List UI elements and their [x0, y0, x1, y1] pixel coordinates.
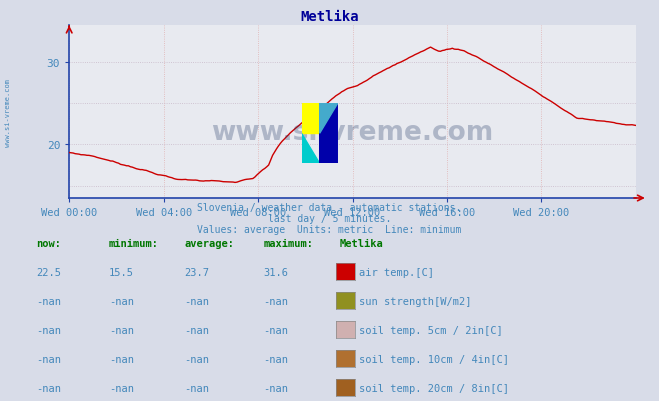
Text: Values: average  Units: metric  Line: minimum: Values: average Units: metric Line: mini… — [197, 224, 462, 234]
Polygon shape — [320, 104, 338, 134]
Text: now:: now: — [36, 239, 61, 249]
Text: -nan: -nan — [185, 354, 210, 364]
Text: last day / 5 minutes.: last day / 5 minutes. — [268, 213, 391, 223]
Text: www.si-vreme.com: www.si-vreme.com — [5, 78, 11, 146]
Text: -nan: -nan — [36, 383, 61, 393]
Text: average:: average: — [185, 239, 235, 249]
Text: Metlika: Metlika — [301, 10, 358, 24]
Text: Slovenia / weather data - automatic stations.: Slovenia / weather data - automatic stat… — [197, 203, 462, 213]
Text: -nan: -nan — [264, 296, 289, 306]
Text: maximum:: maximum: — [264, 239, 314, 249]
Text: minimum:: minimum: — [109, 239, 159, 249]
Text: soil temp. 20cm / 8in[C]: soil temp. 20cm / 8in[C] — [359, 383, 509, 393]
Text: 31.6: 31.6 — [264, 267, 289, 277]
Bar — [302, 104, 320, 134]
Text: -nan: -nan — [36, 354, 61, 364]
Text: sun strength[W/m2]: sun strength[W/m2] — [359, 296, 472, 306]
Text: 23.7: 23.7 — [185, 267, 210, 277]
Text: -nan: -nan — [36, 296, 61, 306]
Text: -nan: -nan — [264, 383, 289, 393]
Text: soil temp. 10cm / 4in[C]: soil temp. 10cm / 4in[C] — [359, 354, 509, 364]
Text: Metlika: Metlika — [339, 239, 383, 249]
Text: air temp.[C]: air temp.[C] — [359, 267, 434, 277]
Text: -nan: -nan — [109, 354, 134, 364]
Text: -nan: -nan — [185, 383, 210, 393]
Text: 22.5: 22.5 — [36, 267, 61, 277]
Text: -nan: -nan — [264, 354, 289, 364]
Polygon shape — [320, 104, 338, 164]
Text: soil temp. 5cm / 2in[C]: soil temp. 5cm / 2in[C] — [359, 325, 503, 335]
Text: -nan: -nan — [109, 325, 134, 335]
Text: -nan: -nan — [109, 296, 134, 306]
Polygon shape — [302, 134, 320, 164]
Text: -nan: -nan — [264, 325, 289, 335]
Text: www.si-vreme.com: www.si-vreme.com — [212, 120, 494, 146]
Text: -nan: -nan — [109, 383, 134, 393]
Text: 15.5: 15.5 — [109, 267, 134, 277]
Text: -nan: -nan — [185, 296, 210, 306]
Text: -nan: -nan — [185, 325, 210, 335]
Text: -nan: -nan — [36, 325, 61, 335]
